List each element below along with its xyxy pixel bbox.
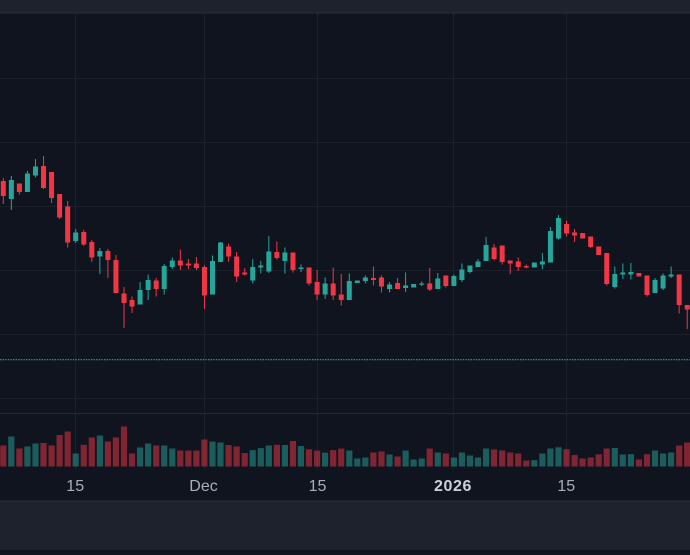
svg-text:15: 15 [309, 478, 327, 495]
svg-text:15: 15 [66, 478, 84, 495]
svg-text:15: 15 [557, 478, 575, 495]
svg-text:2026: 2026 [434, 478, 472, 495]
svg-text:Dec: Dec [189, 478, 217, 495]
